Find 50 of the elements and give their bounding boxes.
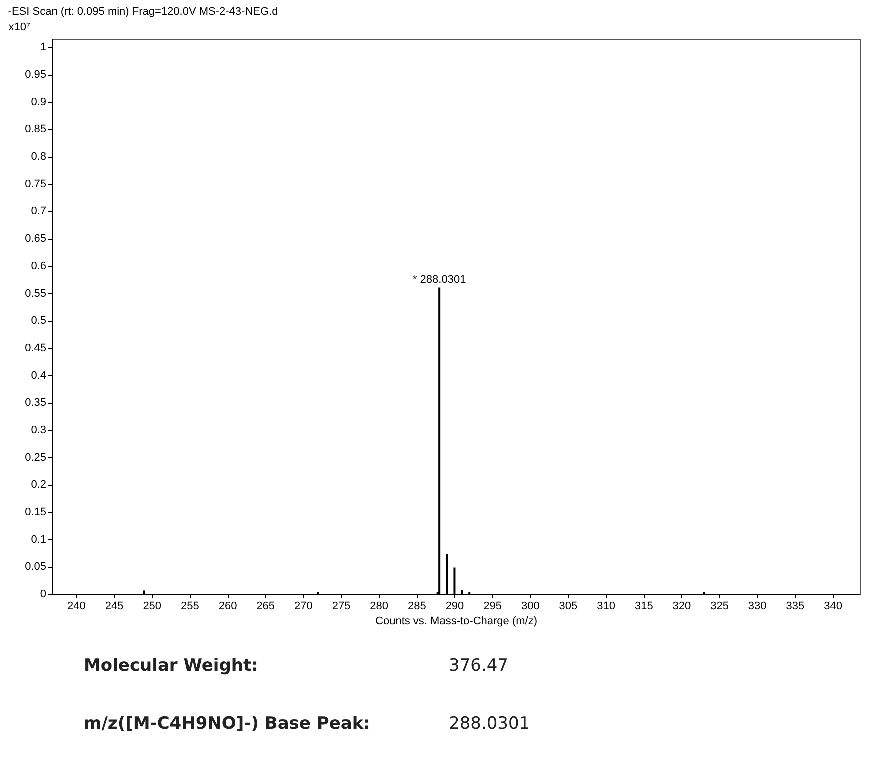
x-tick-label: 325 (710, 600, 729, 612)
annotation: * 288.0301 (412, 274, 466, 286)
x-tick-label: 260 (218, 600, 238, 612)
x-tick-label: 320 (672, 600, 692, 612)
x-tick-label: 280 (370, 600, 389, 612)
x-tick-label: 255 (181, 600, 200, 612)
x-tick-label: 245 (105, 600, 124, 612)
y-tick-label: 1 (40, 42, 46, 54)
text: m/z([M-C4H9NO]-) Base Peak: (84, 714, 372, 734)
x-tick-label: 275 (332, 600, 351, 612)
x-tick-label: 335 (786, 600, 805, 612)
y-tick-label: 0.9 (31, 96, 46, 108)
x-tick-label: 265 (256, 600, 276, 612)
y-tick-label: 0.55 (25, 288, 46, 300)
y-tick-label: 0.3 (31, 424, 46, 436)
y-tick-label: 0.85 (25, 124, 46, 136)
x-tick-label: 305 (559, 600, 578, 612)
x-tick-label: 285 (408, 600, 426, 612)
y-tick-label: 0 (40, 588, 46, 600)
y-tick-label: 0.8 (31, 151, 46, 164)
text: 288.0301 (449, 714, 532, 734)
y-tick-label: 0.45 (25, 342, 46, 354)
x-tick-label: 250 (143, 600, 162, 612)
x-tick-label: 330 (748, 600, 767, 612)
chart-title: -ESI Scan (rt: 0.095 min) Frag=120.0V MS-2-43-NEG.d (8, 6, 278, 18)
y-tick-label: 0.1 (31, 534, 46, 546)
y-axis-title: x10⁷ (8, 22, 31, 34)
y-tick-label: 0.5 (31, 315, 46, 328)
y-tick-label: 0.15 (25, 506, 46, 518)
x-tick-label: 290 (446, 600, 464, 612)
y-tick-label: 0.25 (25, 452, 46, 464)
text: 376.47 (449, 656, 510, 676)
x-tick-label: 295 (484, 600, 502, 612)
x-tick-label: 310 (597, 600, 616, 612)
y-tick-label: 0.4 (31, 370, 46, 382)
y-tick-label: 0.05 (25, 561, 46, 574)
y-tick-label: 0.6 (31, 260, 46, 272)
y-tick-label: 0.95 (25, 69, 46, 82)
text: Molecular Weight: (84, 656, 260, 676)
x-tick-label: 315 (634, 600, 654, 612)
x-tick-label: 240 (68, 600, 86, 612)
y-tick-label: 0.65 (25, 233, 46, 246)
x-tick-label: 340 (824, 600, 842, 612)
y-tick-label: 0.2 (31, 479, 46, 492)
x-tick-label: 270 (294, 600, 313, 612)
x-tick-label: 300 (521, 600, 540, 612)
y-tick-label: 0.35 (25, 397, 46, 410)
x-axis-title: Counts vs. Mass-to-Charge (m/z) (376, 616, 538, 628)
y-tick-label: 0.75 (25, 178, 46, 190)
y-tick-label: 0.7 (31, 206, 46, 218)
